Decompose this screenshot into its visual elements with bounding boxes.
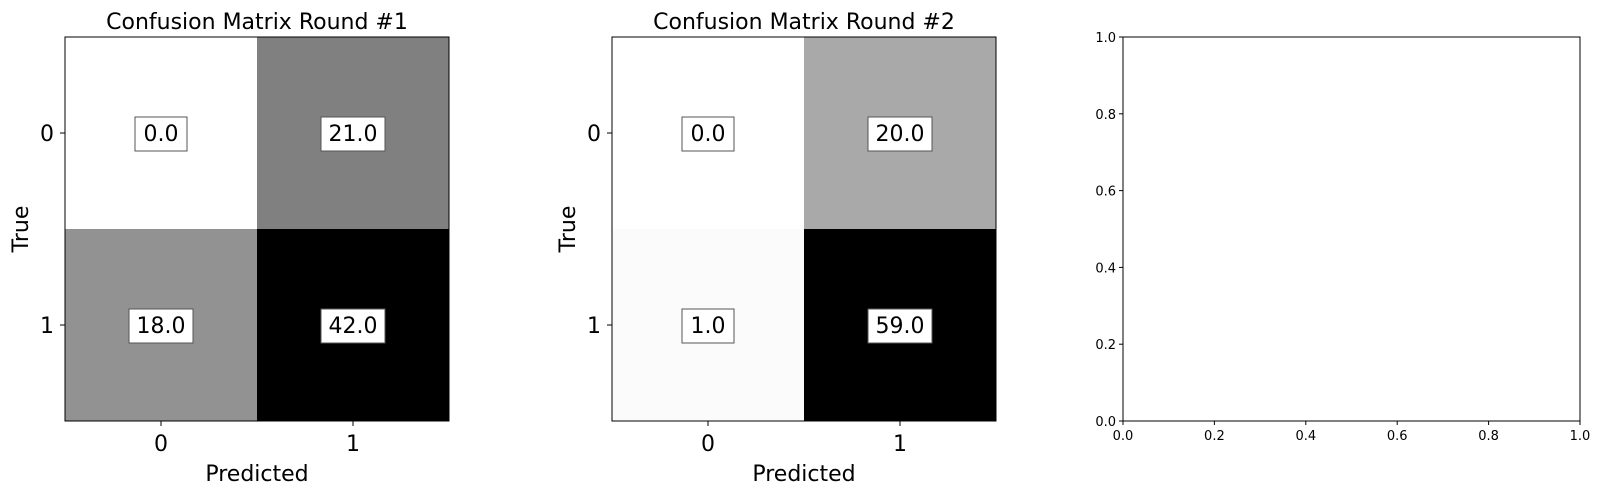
y-tick-label-4: 0.8	[1095, 108, 1116, 123]
confusion-matrix-round-2: Confusion Matrix Round #2 0.0 20.0 1.0 5…	[556, 10, 997, 487]
x-tick-label-0: 0	[701, 432, 715, 457]
cell-label-box-0-1	[867, 116, 933, 152]
y-tick-label-1: 1	[587, 314, 601, 339]
cell-label-box-1-1	[320, 308, 386, 344]
x-tick-label-1: 1	[893, 432, 907, 457]
heatmap-cells	[65, 37, 449, 421]
cell-labels: 0.0 20.0 1.0 59.0	[681, 116, 933, 344]
y-axis: 0 1 True	[9, 122, 65, 339]
cell-label-box-1-0	[128, 308, 194, 344]
cell-label-box-0-0	[681, 116, 735, 152]
axes-frame	[611, 36, 997, 422]
cell-label-0-0: 0.0	[691, 122, 726, 147]
cell-labels: 0.0 21.0 18.0 42.0	[128, 116, 386, 344]
y-tick-label-1: 1	[40, 314, 54, 339]
cell-label-box-0-1	[320, 116, 386, 152]
y-tick-label-0: 0.0	[1095, 415, 1116, 430]
x-tick-label-4: 0.8	[1478, 429, 1499, 444]
confusion-matrix-round-1: Confusion Matrix Round #1 0.0 21.0 18.0 …	[9, 10, 450, 487]
y-tick-label-3: 0.6	[1095, 185, 1116, 200]
x-axis: 0 1 Predicted	[701, 421, 907, 487]
y-axis: 0.0 0.2 0.4 0.6 0.8 1.0	[1095, 31, 1123, 430]
y-tick-label-1: 0.2	[1095, 338, 1116, 353]
cell-label-1-0: 1.0	[691, 314, 726, 339]
cell-label-0-1: 21.0	[329, 122, 378, 147]
heatmap-cells	[612, 37, 996, 421]
x-tick-label-1: 0.2	[1204, 429, 1225, 444]
x-tick-label-1: 1	[346, 432, 360, 457]
x-axis: 0.0 0.2 0.4 0.6 0.8 1.0	[1113, 421, 1591, 444]
x-tick-label-3: 0.6	[1387, 429, 1408, 444]
cell-label-0-1: 20.0	[876, 122, 925, 147]
y-tick-label-0: 0	[40, 122, 54, 147]
axes-frame	[1122, 36, 1581, 422]
cell-label-1-1: 59.0	[876, 314, 925, 339]
cell-label-1-0: 18.0	[137, 314, 186, 339]
chart-title: Confusion Matrix Round #2	[653, 10, 955, 35]
cell-label-0-0: 0.0	[144, 122, 179, 147]
x-tick-label-2: 0.4	[1295, 429, 1316, 444]
y-axis-label: True	[556, 206, 581, 254]
x-tick-label-0: 0	[154, 432, 168, 457]
cell-label-box-1-1	[867, 308, 933, 344]
y-tick-label-2: 0.4	[1095, 261, 1116, 276]
x-tick-label-0: 0.0	[1113, 429, 1134, 444]
x-axis-label: Predicted	[752, 462, 855, 487]
cell-label-box-1-0	[681, 308, 735, 344]
axes-frame	[64, 36, 450, 422]
y-tick-label-0: 0	[587, 122, 601, 147]
cell-label-box-0-0	[134, 116, 188, 152]
y-tick-label-5: 1.0	[1095, 31, 1116, 46]
y-axis: 0 1 True	[556, 122, 612, 339]
x-tick-label-5: 1.0	[1570, 429, 1591, 444]
x-axis: 0 1 Predicted	[154, 421, 360, 487]
empty-axes-panel: 0.0 0.2 0.4 0.6 0.8 1.0 0.0 0.2 0.4 0.6 0.8 1.0	[1095, 31, 1590, 444]
chart-title: Confusion Matrix Round #1	[106, 10, 408, 35]
cell-label-1-1: 42.0	[329, 314, 378, 339]
y-axis-label: True	[9, 206, 34, 254]
x-axis-label: Predicted	[205, 462, 308, 487]
